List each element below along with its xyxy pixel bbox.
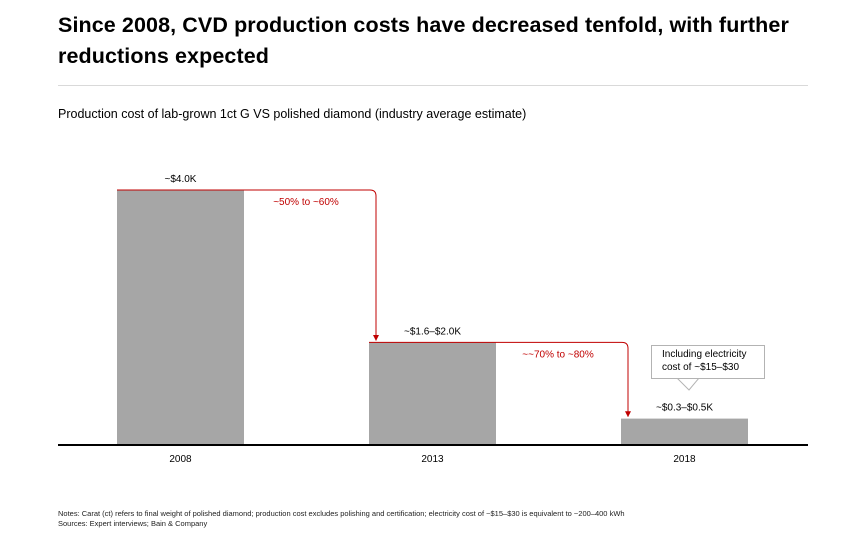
reduction-label-2013-2018: ~~70% to ~80% [522,349,594,360]
x-tick-label-2018: 2018 [673,454,696,465]
callout-line-2: cost of ~$15–$30 [662,361,740,373]
bar-chart: ~50% to ~60% ~~70% to ~80% ~$4.0K 2008 ~$1.… [58,174,808,465]
footnotes: Notes: Carat (ct) refers to final weight… [58,509,625,529]
sources-line: Sources: Expert interviews; Bain & Compa… [58,519,208,528]
callout-pointer [677,378,700,391]
chart-title: Since 2008, CVD production costs have de… [58,13,789,68]
electricity-callout: Including electricity cost of ~$15–$30 [651,345,765,379]
data-label-2008: ~$4.0K [165,174,197,185]
reduction-label-2008-2013: ~50% to ~60% [273,197,339,208]
reduction-arrow-2013-2018 [369,341,631,418]
title-divider [58,85,808,86]
reduction-arrow-2008-2013 [117,189,379,341]
x-tick-label-2008: 2008 [169,454,192,465]
data-label-2013: ~$1.6–$2.0K [404,326,461,337]
chart-subtitle: Production cost of lab-grown 1ct G VS po… [58,107,527,121]
x-tick-label-2013: 2013 [421,454,444,465]
bar-2018 [621,418,748,444]
callout-line-1: Including electricity [662,349,747,360]
bar-2008 [117,190,244,444]
bar-2013 [369,342,496,444]
data-label-2018: ~$0.3–$0.5K [656,403,713,414]
notes-line: Notes: Carat (ct) refers to final weight… [58,509,625,518]
